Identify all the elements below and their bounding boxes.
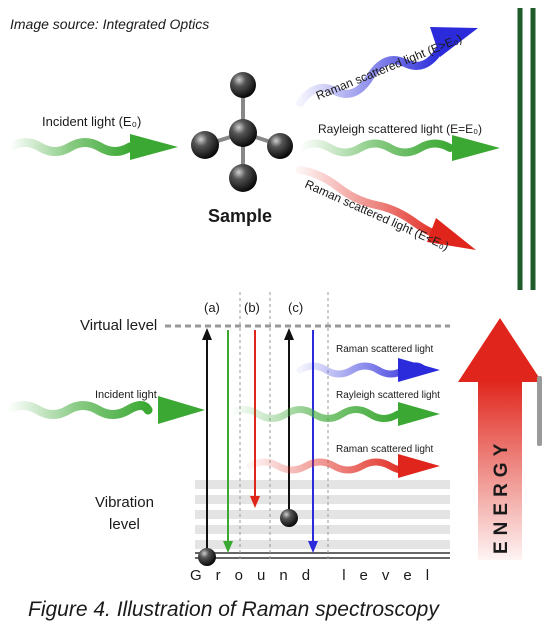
energy-arrow-icon: [458, 318, 542, 560]
rayleigh-arrowhead-bottom: [398, 402, 440, 426]
column-label-b: (b): [244, 300, 260, 315]
raman-high-label-top: Raman scattered light (E>E₀): [314, 31, 464, 102]
raman-2-arrowhead-bottom: [398, 454, 440, 478]
raman-2-wave-bottom: [246, 458, 414, 474]
scrollbar-indicator: [537, 376, 542, 446]
vibration-level-bands: [195, 480, 450, 549]
vibration-level-label: Vibration level: [95, 492, 154, 536]
raman-2-label-bottom: Raman scattered light: [336, 444, 433, 455]
vibration-state-electron-icon: [280, 509, 298, 527]
rayleigh-wave-bottom: [226, 406, 402, 422]
transition-a-up-arrow: [202, 328, 212, 552]
raman-low-wave-top: [296, 166, 448, 240]
rayleigh-label-top: Rayleigh scattered light (E=E₀): [318, 122, 482, 136]
column-label-c: (c): [288, 300, 303, 315]
ground-level-label: Ground level: [190, 567, 444, 584]
incident-wave-top: [5, 138, 135, 156]
raman-1-arrowhead-bottom: [398, 358, 440, 382]
vibration-level-line-1: Vibration: [95, 494, 154, 511]
raman-high-arrowhead-top: [430, 27, 478, 57]
incident-label-top: Incident light (E₀): [42, 114, 141, 129]
incident-wave-bottom: [3, 401, 153, 419]
rayleigh-wave-top: [296, 139, 454, 157]
raman-low-arrowhead-top: [427, 218, 476, 250]
raman-1-label-bottom: Raman scattered light: [336, 344, 433, 355]
rayleigh-arrowhead-top: [452, 135, 500, 161]
incident-label-bottom: Incident light: [95, 389, 157, 401]
raman-high-wave-top: [296, 45, 444, 107]
transition-c-up-arrow: [284, 328, 294, 515]
column-label-a: (a): [204, 300, 220, 315]
sample-molecule-icon: [191, 72, 293, 192]
vibration-level-line-2: level: [109, 516, 140, 533]
image-source: Image source: Integrated Optics: [10, 16, 210, 32]
transition-a-down-arrow: [223, 330, 233, 553]
sample-label: Sample: [208, 206, 273, 226]
virtual-level-label: Virtual level: [80, 317, 158, 334]
ground-state-electron-icon: [198, 548, 216, 566]
energy-label: ENERGY: [491, 438, 512, 554]
rayleigh-label-bottom: Rayleigh scattered light: [336, 390, 440, 401]
raman-low-label-top: Raman scattered light (E<E₀): [303, 177, 451, 253]
figure-caption: Figure 4. Illustration of Raman spectros…: [28, 598, 439, 621]
incident-arrowhead-top: [130, 134, 178, 160]
incident-arrowhead-bottom: [158, 396, 205, 424]
